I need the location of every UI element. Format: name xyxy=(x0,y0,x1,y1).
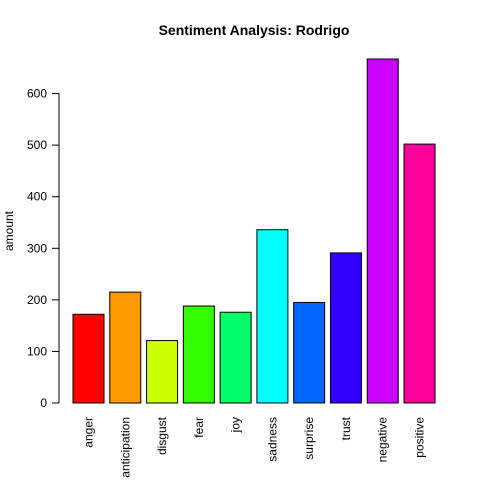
chart-title: Sentiment Analysis: Rodrigo xyxy=(159,22,350,38)
bars-group xyxy=(72,58,436,404)
y-tick-label: 400 xyxy=(27,190,47,204)
bar-negative xyxy=(366,58,399,404)
bar-anticipation xyxy=(109,291,142,404)
bar-disgust xyxy=(146,340,179,404)
x-tick-label: anger xyxy=(82,417,96,448)
x-tick-label: trust xyxy=(339,416,353,440)
bar-fear xyxy=(182,305,215,404)
y-tick-label: 300 xyxy=(27,241,47,255)
bar-trust xyxy=(329,252,362,404)
y-tick-label: 100 xyxy=(27,344,47,358)
x-tick-label: disgust xyxy=(155,416,169,455)
x-axis-labels: anger anticipation disgust fear joy sadness su… xyxy=(82,416,427,477)
bar-anger xyxy=(72,313,105,404)
y-axis-ticks: 0 100 200 300 400 500 600 xyxy=(27,87,59,410)
x-tick-label: anticipation xyxy=(118,417,132,478)
bar-surprise xyxy=(293,301,326,404)
bar-sadness xyxy=(256,229,289,404)
bar-positive xyxy=(403,143,436,404)
y-tick-label: 0 xyxy=(40,396,47,410)
y-tick-label: 200 xyxy=(27,293,47,307)
y-axis-title: amount xyxy=(2,210,16,251)
x-tick-label: fear xyxy=(192,417,206,438)
x-tick-label: positive xyxy=(413,417,427,458)
x-tick-label: surprise xyxy=(302,417,316,460)
y-tick-label: 500 xyxy=(27,138,47,152)
x-tick-label: sadness xyxy=(265,417,279,462)
bar-joy xyxy=(219,311,252,404)
x-tick-label: joy xyxy=(229,417,243,433)
x-tick-label: negative xyxy=(376,417,390,463)
y-tick-label: 600 xyxy=(27,87,47,101)
